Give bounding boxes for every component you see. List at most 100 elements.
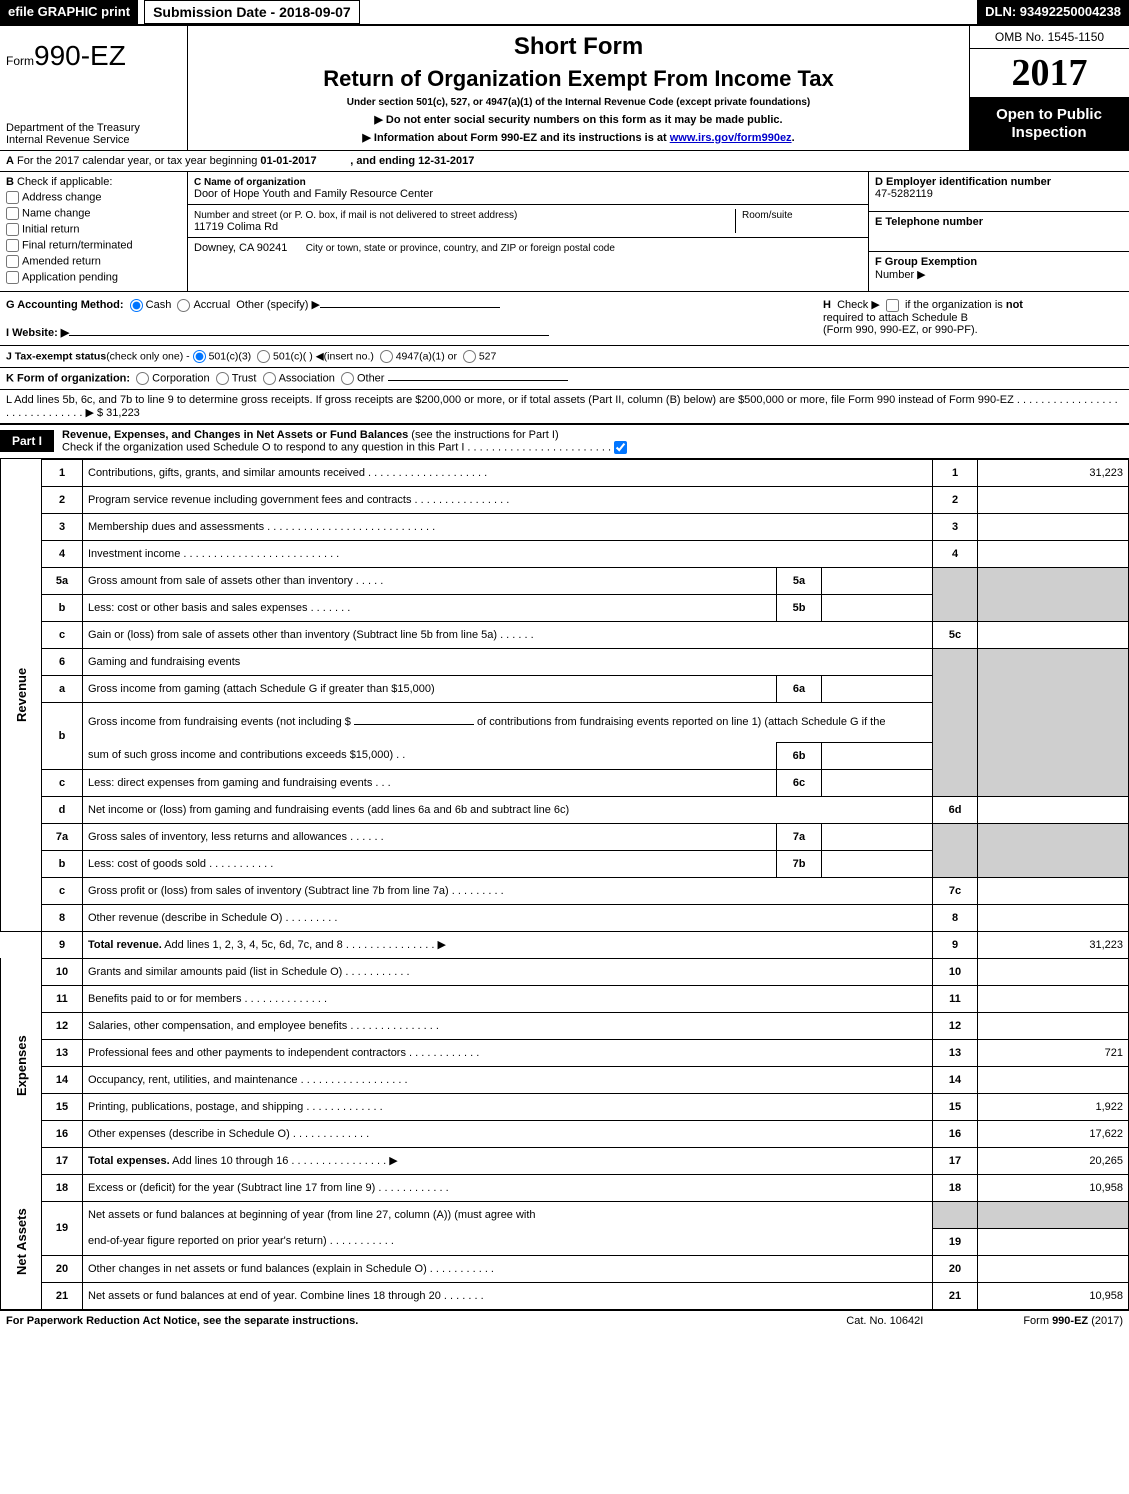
ln-13: 13 <box>42 1039 83 1066</box>
val-1: 31,223 <box>978 459 1129 486</box>
lineA-begin: 01-01-2017 <box>260 155 316 167</box>
K-other-input[interactable] <box>388 380 568 381</box>
department-block: Department of the Treasury Internal Reve… <box>6 122 181 146</box>
efile-print-button[interactable]: efile GRAPHIC print <box>0 0 138 24</box>
val-14 <box>978 1066 1129 1093</box>
num-15: 15 <box>933 1093 978 1120</box>
cb-schedule-o-used[interactable] <box>614 441 627 454</box>
schedule-table: Revenue 1 Contributions, gifts, grants, … <box>0 459 1129 1310</box>
desc-16: Other expenses (describe in Schedule O) … <box>83 1120 933 1147</box>
side-netassets: Net Assets <box>1 1174 42 1309</box>
val-3 <box>978 513 1129 540</box>
table-row: 2 Program service revenue including gove… <box>1 486 1129 513</box>
footer-formref: Form 990-EZ (2017) <box>1023 1315 1123 1327</box>
K-o2: Trust <box>232 372 257 384</box>
ln-4: 4 <box>42 540 83 567</box>
radio-4947a1[interactable] <box>380 350 393 363</box>
table-row: 9 Total revenue. Add lines 1, 2, 3, 4, 5… <box>1 931 1129 958</box>
desc-7b: Less: cost of goods sold . . . . . . . .… <box>83 850 777 877</box>
boxC-street-val: 11719 Colima Rd <box>194 221 278 233</box>
side-revenue: Revenue <box>1 459 42 931</box>
sub-6c: 6c <box>777 769 822 796</box>
cb-initial-return[interactable]: Initial return <box>6 223 181 236</box>
num-10: 10 <box>933 958 978 985</box>
I-website-input[interactable] <box>69 335 549 336</box>
ln-10: 10 <box>42 958 83 985</box>
form990ez-link[interactable]: www.irs.gov/form990ez <box>670 132 792 144</box>
num-7c: 7c <box>933 877 978 904</box>
J-rest: (check only one) - <box>106 350 192 362</box>
cb-name-change[interactable]: Name change <box>6 207 181 220</box>
G-other-input[interactable] <box>320 307 500 308</box>
greyval-7 <box>978 823 1129 877</box>
ln-6a: a <box>42 675 83 702</box>
dln-value: DLN: 93492250004238 <box>977 0 1129 24</box>
desc-20: Other changes in net assets or fund bala… <box>83 1255 933 1282</box>
radio-trust[interactable] <box>216 372 229 385</box>
radio-527[interactable] <box>463 350 476 363</box>
val-19 <box>978 1228 1129 1255</box>
val-10 <box>978 958 1129 985</box>
partI-checkline: Check if the organization used Schedule … <box>62 441 611 453</box>
sub-5b: 5b <box>777 594 822 621</box>
H-check-label: Check ▶ <box>837 299 880 311</box>
desc-4: Investment income . . . . . . . . . . . … <box>83 540 933 567</box>
val-15: 1,922 <box>978 1093 1129 1120</box>
radio-assoc[interactable] <box>263 372 276 385</box>
ln-5b: b <box>42 594 83 621</box>
cb-schedule-b-not-required[interactable] <box>886 299 899 312</box>
cb-address-change[interactable]: Address change <box>6 191 181 204</box>
L-val: $ 31,223 <box>97 407 140 419</box>
radio-other[interactable] <box>341 372 354 385</box>
radio-501c3[interactable] <box>193 350 206 363</box>
note-info-prefix: ▶ Information about Form 990-EZ and its … <box>362 132 669 144</box>
boxC-room-label: Room/suite <box>742 210 793 221</box>
desc-1: Contributions, gifts, grants, and simila… <box>83 459 933 486</box>
radio-501c[interactable] <box>257 350 270 363</box>
cb-final-return[interactable]: Final return/terminated <box>6 239 181 252</box>
num-20: 20 <box>933 1255 978 1282</box>
boxC-city-label: City or town, state or province, country… <box>306 243 615 254</box>
side-expenses: Expenses <box>1 958 42 1174</box>
tax-year: 2017 <box>969 49 1129 98</box>
val-20 <box>978 1255 1129 1282</box>
num-5c: 5c <box>933 621 978 648</box>
boxC-city-row: Downey, CA 90241 City or town, state or … <box>188 238 868 258</box>
note-info: ▶ Information about Form 990-EZ and its … <box>196 131 961 144</box>
dept-treasury: Department of the Treasury <box>6 122 181 134</box>
ln-8: 8 <box>42 904 83 931</box>
table-row: Revenue 1 Contributions, gifts, grants, … <box>1 459 1129 486</box>
line-h: H Check ▶ if the organization is not req… <box>815 298 1123 339</box>
boxF-label2: Number ▶ <box>875 269 926 281</box>
radio-cash[interactable] <box>130 299 143 312</box>
sub-5a: 5a <box>777 567 822 594</box>
cb-amended-return[interactable]: Amended return <box>6 255 181 268</box>
grey-7 <box>933 823 978 877</box>
grey-19 <box>933 1201 978 1228</box>
open-line2: Inspection <box>1011 124 1086 141</box>
desc-19b: end-of-year figure reported on prior yea… <box>83 1228 933 1255</box>
val-11 <box>978 985 1129 1012</box>
num-12: 12 <box>933 1012 978 1039</box>
row-gh: G Accounting Method: Cash Accrual Other … <box>0 292 1129 346</box>
table-row: c Gain or (loss) from sale of assets oth… <box>1 621 1129 648</box>
K-o1: Corporation <box>152 372 209 384</box>
ln-2: 2 <box>42 486 83 513</box>
table-row: 7a Gross sales of inventory, less return… <box>1 823 1129 850</box>
val-12 <box>978 1012 1129 1039</box>
input-6b-amount[interactable] <box>354 724 474 725</box>
table-row: 5a Gross amount from sale of assets othe… <box>1 567 1129 594</box>
num-21: 21 <box>933 1282 978 1309</box>
cb-application-pending[interactable]: Application pending <box>6 271 181 284</box>
ln-1: 1 <box>42 459 83 486</box>
H-text1: if the organization is <box>905 299 1006 311</box>
radio-corp[interactable] <box>136 372 149 385</box>
desc-6: Gaming and fundraising events <box>83 648 933 675</box>
ln-9: 9 <box>42 931 83 958</box>
ln-11: 11 <box>42 985 83 1012</box>
table-row: 17 Total expenses. Add lines 10 through … <box>1 1147 1129 1174</box>
subval-6a <box>822 675 933 702</box>
radio-accrual[interactable] <box>177 299 190 312</box>
line-j: J Tax-exempt status(check only one) - 50… <box>0 346 1129 368</box>
desc-13: Professional fees and other payments to … <box>83 1039 933 1066</box>
